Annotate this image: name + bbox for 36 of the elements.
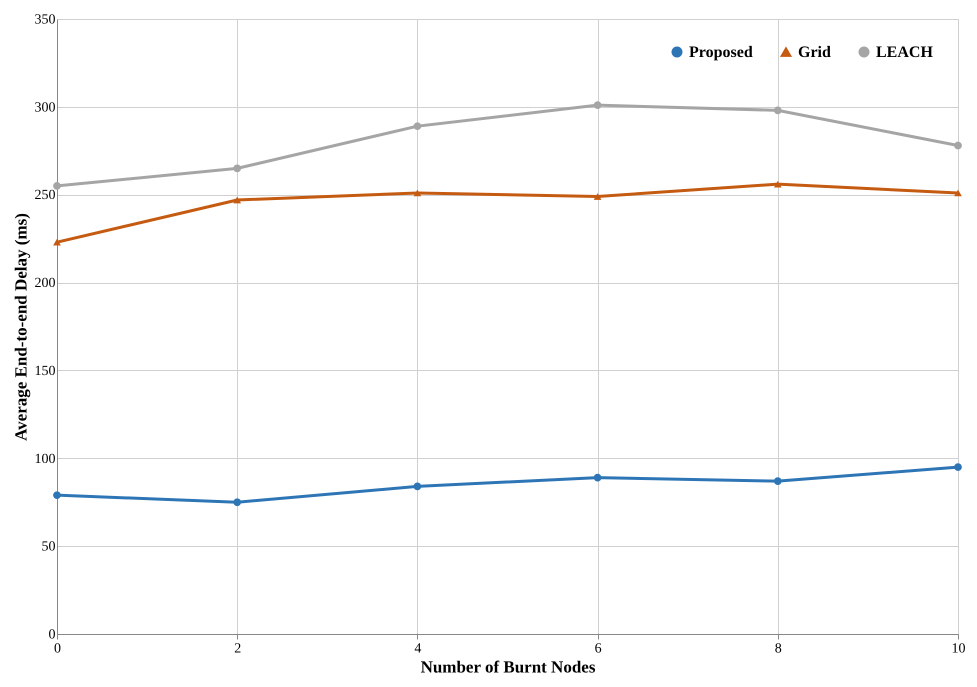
x-tick-label: 10 bbox=[952, 642, 966, 656]
point bbox=[233, 164, 242, 172]
x-tick-label: 6 bbox=[594, 642, 602, 656]
point bbox=[774, 106, 782, 114]
point bbox=[954, 142, 962, 150]
x-tick-label: 4 bbox=[414, 642, 422, 656]
y-tick-label: 200 bbox=[34, 276, 56, 292]
y-tick-label: 300 bbox=[34, 100, 56, 116]
y-tick-label: 50 bbox=[42, 540, 56, 555]
point bbox=[414, 482, 422, 490]
y-tick-label: 250 bbox=[34, 188, 56, 204]
y-axis-title: Average End-to-end Delay (ms) bbox=[12, 213, 30, 441]
legend-label: Grid bbox=[798, 44, 831, 61]
legend-label: LEACH bbox=[876, 44, 934, 61]
legend-label: Proposed bbox=[689, 44, 753, 61]
y-tick-label: 350 bbox=[34, 12, 56, 28]
point bbox=[594, 101, 602, 109]
point bbox=[774, 180, 782, 188]
point bbox=[53, 238, 61, 246]
x-tick-label: 8 bbox=[774, 642, 782, 656]
y-tick-label: 0 bbox=[48, 628, 56, 642]
y-tick-label: 100 bbox=[34, 452, 56, 467]
point bbox=[954, 190, 962, 196]
point bbox=[414, 122, 422, 130]
point bbox=[594, 474, 602, 482]
x-tick-label: 2 bbox=[234, 642, 242, 656]
point bbox=[954, 463, 962, 471]
x-axis-title: Number of Burnt Nodes bbox=[420, 658, 596, 676]
y-tick-label: 150 bbox=[34, 364, 56, 379]
point bbox=[594, 193, 602, 200]
point bbox=[774, 477, 782, 485]
point bbox=[53, 182, 61, 190]
point bbox=[233, 196, 242, 204]
point bbox=[53, 491, 61, 500]
point bbox=[233, 498, 242, 506]
point bbox=[414, 190, 422, 196]
